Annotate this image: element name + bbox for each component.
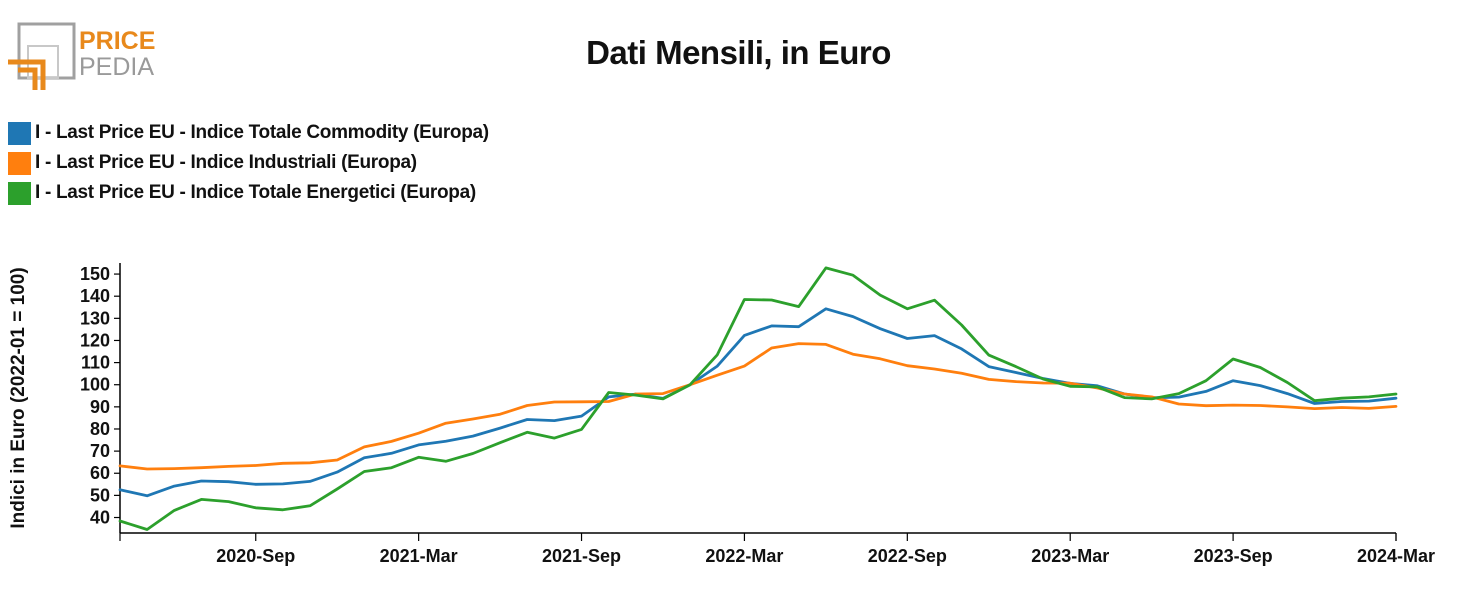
- y-tick-label: 110: [81, 353, 110, 373]
- y-tick-label: 50: [90, 485, 110, 505]
- legend-swatch-industriali: [8, 151, 31, 175]
- series-line-energetici[interactable]: [118, 266, 1398, 531]
- y-tick-label: 90: [90, 397, 110, 417]
- y-tick-label: 150: [80, 264, 110, 284]
- x-axis: 2020-Sep 2021-Mar 2021-Sep 2022-Mar 2022-Sep…: [119, 532, 1435, 566]
- legend-swatch-commodity: [8, 121, 31, 145]
- series-line-commodity[interactable]: [118, 307, 1398, 498]
- y-tick-label: 70: [90, 441, 110, 461]
- x-tick-label: 2022-Mar: [705, 546, 783, 566]
- legend-label-energetici: I - Last Price EU - Indice Totale Energe…: [35, 182, 476, 203]
- logo-bracket-inner: [18, 67, 38, 90]
- y-tick-label: 60: [90, 463, 110, 483]
- legend: I - Last Price EU - Indice Totale Commod…: [8, 118, 489, 208]
- y-tick-label: 130: [80, 308, 110, 328]
- legend-swatch-energetici: [8, 181, 31, 205]
- y-tick-label: 120: [80, 330, 110, 350]
- pricepedia-logo-mark: PRICE PEDIA: [8, 22, 155, 90]
- x-tick-label: 2023-Mar: [1031, 546, 1109, 566]
- legend-label-industriali: I - Last Price EU - Indice Industriali (…: [35, 152, 417, 173]
- y-axis-title: Indici in Euro (2022-01 = 100): [8, 267, 29, 528]
- x-tick-label: 2020-Sep: [216, 546, 295, 566]
- y-tick-label: 100: [80, 375, 110, 395]
- chart-title: Dati Mensili, in Euro: [586, 34, 891, 71]
- x-tick-label: 2024-Mar: [1357, 546, 1435, 566]
- logo-text-price: PRICE: [79, 27, 155, 55]
- series-layer: [118, 266, 1398, 531]
- series-line-industriali[interactable]: [118, 342, 1398, 471]
- legend-item-industriali[interactable]: I - Last Price EU - Indice Industriali (…: [8, 148, 489, 178]
- x-tick-label: 2023-Sep: [1194, 546, 1273, 566]
- x-tick-label: 2022-Sep: [868, 546, 947, 566]
- x-tick-label: 2021-Mar: [380, 546, 458, 566]
- y-tick-label: 140: [80, 286, 110, 306]
- logo-bracket-outer: [8, 59, 46, 90]
- legend-item-commodity[interactable]: I - Last Price EU - Indice Totale Commod…: [8, 118, 489, 148]
- y-tick-label: 40: [90, 508, 110, 528]
- x-tick-label: 2021-Sep: [542, 546, 621, 566]
- logo-text-pedia: PEDIA: [79, 53, 154, 81]
- pricepedia-logo[interactable]: PRICE PEDIA: [6, 20, 166, 95]
- legend-item-energetici[interactable]: I - Last Price EU - Indice Totale Energe…: [8, 178, 489, 208]
- legend-label-commodity: I - Last Price EU - Indice Totale Commod…: [35, 122, 489, 143]
- y-tick-label: 80: [90, 419, 110, 439]
